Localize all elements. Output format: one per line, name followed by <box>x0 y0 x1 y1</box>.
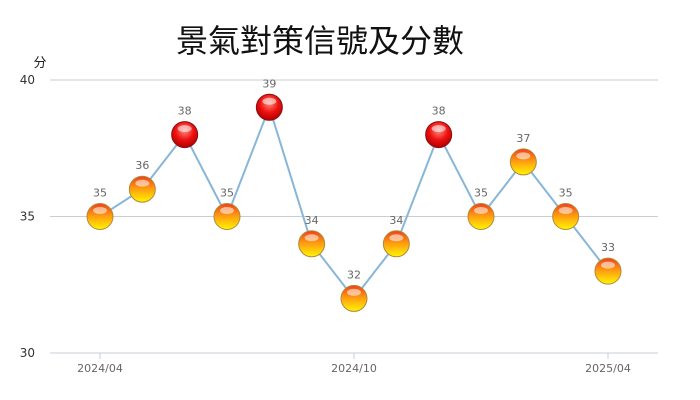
marker-highlight <box>601 261 615 269</box>
data-label: 34 <box>305 214 319 227</box>
marker-highlight <box>558 207 573 214</box>
data-label: 38 <box>178 105 192 118</box>
x-tick-label: 2025/04 <box>585 362 631 375</box>
data-label: 35 <box>93 187 107 200</box>
y-tick-label: 30 <box>20 346 35 360</box>
marker-highlight <box>431 125 446 133</box>
marker-highlight <box>262 97 277 105</box>
marker-highlight <box>389 234 404 242</box>
data-label: 32 <box>347 268 361 281</box>
y-tick-label: 35 <box>20 210 35 224</box>
data-label: 35 <box>220 187 234 200</box>
data-label: 38 <box>432 105 446 118</box>
marker-highlight <box>220 207 234 214</box>
data-label: 34 <box>389 214 403 227</box>
y-axis-label: 分 <box>33 56 46 71</box>
marker-highlight <box>474 207 488 214</box>
data-label: 36 <box>135 159 149 172</box>
chart-title: 景氣對策信號及分數 <box>176 22 464 60</box>
data-label: 39 <box>262 77 276 90</box>
marker-highlight <box>135 179 150 187</box>
x-tick-label: 2024/10 <box>331 362 377 375</box>
y-tick-label: 40 <box>20 73 35 87</box>
marker-highlight <box>304 234 319 242</box>
marker-highlight <box>93 207 107 214</box>
data-label: 35 <box>559 187 573 200</box>
marker-highlight <box>516 152 531 160</box>
marker-highlight <box>347 288 361 296</box>
data-label: 35 <box>474 187 488 200</box>
data-label: 37 <box>516 132 530 145</box>
x-tick-label: 2024/04 <box>77 362 123 375</box>
data-label: 33 <box>601 241 615 254</box>
marker-highlight <box>177 125 192 133</box>
